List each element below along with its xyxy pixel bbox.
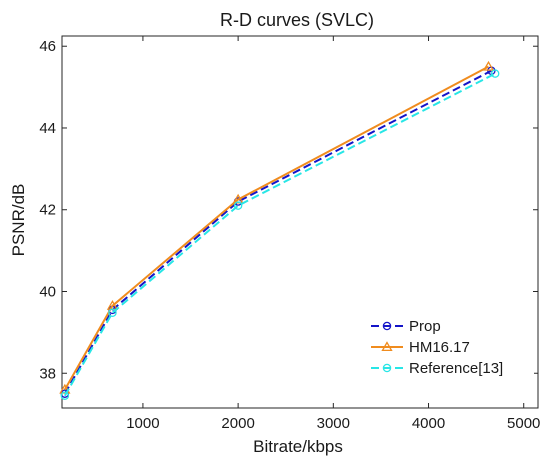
x-tick-label: 5000	[507, 415, 540, 432]
plot-frame	[61, 35, 539, 409]
y-tick-label: 40	[39, 283, 56, 300]
data-point-hm16-17	[232, 193, 244, 204]
y-tick-label: 42	[39, 202, 56, 219]
legend-label-hm16-17: HM16.17	[409, 339, 470, 356]
chart-title: R-D curves (SVLC)	[220, 10, 374, 30]
data-point-reference-13	[233, 201, 243, 210]
y-tick-label: 46	[39, 38, 56, 55]
data-point-hm16-17	[482, 60, 495, 71]
y-tick-label: 44	[39, 120, 56, 137]
y-axis-label: PSNR/dB	[9, 184, 28, 257]
legend-marker-hm16-17	[381, 341, 393, 352]
data-point-reference-13	[60, 391, 70, 400]
series-hm16-17	[59, 60, 495, 394]
data-point-hm16-17	[59, 383, 71, 394]
series-line-hm16-17	[63, 65, 489, 391]
y-tick-label: 38	[39, 365, 56, 382]
legend-label-prop: Prop	[409, 318, 441, 335]
x-axis-label: Bitrate/kbps	[253, 437, 343, 456]
legend-label-reference-13: Reference[13]	[409, 360, 503, 377]
series-reference-13	[60, 69, 500, 400]
legend-marker-prop	[382, 321, 392, 331]
x-tick-label: 2000	[221, 415, 254, 432]
series-line-prop	[63, 69, 492, 395]
legend-marker-reference-13	[382, 363, 392, 373]
legend: Prop HM16.17 Reference[13]	[366, 312, 534, 380]
data-point-reference-13	[490, 69, 500, 78]
x-tick-label: 1000	[126, 415, 159, 432]
data-point-reference-13	[108, 308, 117, 318]
x-tick-label: 4000	[412, 415, 445, 432]
series-layer	[59, 60, 500, 400]
x-tick-label: 3000	[317, 415, 350, 432]
x-axis: 1000 2000 3000 4000 5000	[126, 36, 540, 432]
y-axis: 38 40 42 44 46	[39, 38, 538, 382]
